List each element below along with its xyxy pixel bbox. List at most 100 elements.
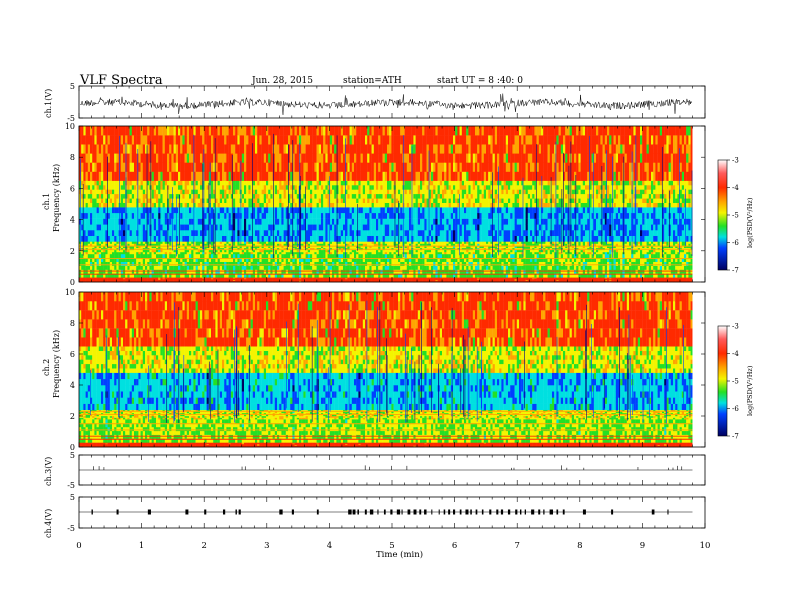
ch1-spectrogram-cell bbox=[305, 278, 308, 280]
ch1-spectrogram-cell bbox=[213, 257, 216, 262]
ch1-spectrogram-cell bbox=[257, 265, 260, 270]
ch1-spectrogram-cell bbox=[343, 162, 346, 172]
ch1-spectrogram-cell bbox=[290, 218, 293, 225]
ch1-spectrogram-cell bbox=[263, 249, 267, 253]
ch1-spectrogram-cell bbox=[140, 245, 143, 248]
ch1-spectrogram-cell bbox=[175, 261, 179, 266]
ch1-spectrogram-cell bbox=[347, 273, 350, 278]
ch1-spectrogram-cell bbox=[263, 279, 267, 281]
ch1-spectrogram-cell bbox=[323, 207, 326, 214]
ch1-spectrogram-cell bbox=[131, 261, 135, 266]
ch1-spectrogram-cell bbox=[171, 278, 174, 280]
ch1-spectrogram-cell bbox=[312, 180, 315, 186]
ch1-spectrogram-cell bbox=[365, 171, 368, 181]
ch1-spectrogram-cell bbox=[169, 153, 172, 163]
ch1-spectrogram-cell bbox=[156, 280, 159, 282]
ch1-spectrogram-cell bbox=[283, 202, 286, 208]
ch1-spectrogram-cell bbox=[373, 193, 377, 199]
ch1-spectrogram-cell bbox=[244, 153, 247, 163]
ch1-spectrogram-cell bbox=[142, 224, 146, 231]
ch1-spectrogram-cell bbox=[116, 245, 119, 248]
ch1-spectrogram-cell bbox=[92, 218, 95, 225]
ch1-spectrogram-cell bbox=[303, 257, 306, 262]
ch1-spectrogram-cell bbox=[367, 171, 370, 181]
ch1-waveform-x-ticks bbox=[78, 86, 706, 118]
ch1-spectrogram-cell bbox=[114, 278, 117, 280]
ch1-spectrogram-cell bbox=[340, 189, 344, 195]
ch1-spectrogram-cell bbox=[202, 245, 205, 248]
ch1-spectrogram-cell bbox=[358, 251, 361, 255]
ch1-spectrogram-cell bbox=[301, 153, 304, 163]
ch1-spectrogram-cell bbox=[281, 224, 284, 231]
ch1-spectrogram-cell bbox=[134, 269, 137, 274]
ch1-spectrogram-cell bbox=[167, 277, 170, 279]
ch1-spectrogram-cell bbox=[325, 249, 328, 253]
ch1-spectrogram-cell bbox=[274, 144, 278, 154]
ch1-spectrogram-cell bbox=[338, 218, 341, 225]
ch1-spectrogram-cell bbox=[360, 144, 363, 154]
ch1-spectrogram-cell bbox=[376, 243, 379, 246]
ch1-spectrogram-cell bbox=[272, 207, 275, 214]
ch1-spectrogram-cell bbox=[186, 277, 190, 279]
ch1-spectrogram-cell bbox=[213, 273, 216, 278]
ch1-spectrogram-cell bbox=[175, 257, 179, 262]
ch1-spectrogram-cell bbox=[94, 280, 97, 282]
ch1-spectrogram-cell bbox=[120, 245, 124, 248]
ch1-spectrogram-cell bbox=[103, 235, 106, 242]
ch1-spectrogram-cell bbox=[195, 207, 198, 214]
ch1-spectrogram-cell bbox=[101, 144, 104, 154]
ch1-spectrogram-cell bbox=[87, 135, 91, 145]
ch1-spectrogram-cell bbox=[189, 144, 192, 154]
ch1-spectrogram-cell bbox=[316, 126, 319, 136]
ch1-spectrogram-cell bbox=[283, 162, 286, 172]
ch1-spectrogram-cell bbox=[178, 249, 181, 253]
ch1-spectrogram-cell bbox=[109, 162, 113, 172]
ch1-spectrogram-cell bbox=[321, 212, 324, 219]
ch1-spectrogram-cell bbox=[301, 277, 304, 279]
ch1-spectrogram-cell bbox=[281, 251, 284, 255]
ch1-spectrogram-cell bbox=[90, 265, 93, 270]
ch1-spectrogram-cell bbox=[263, 269, 267, 274]
ch1-spectrogram-cell bbox=[301, 230, 304, 236]
ch1-spectrogram-cell bbox=[367, 230, 370, 236]
ch1-spectrogram-cell bbox=[230, 273, 234, 278]
ch1-spectrogram-cell bbox=[351, 245, 355, 248]
ch1-spectrogram-cell bbox=[316, 243, 319, 246]
ch1-spectrogram-cell bbox=[290, 207, 293, 214]
ch1-spectrogram-cell bbox=[360, 257, 363, 262]
ch1-spectrogram-cell bbox=[257, 249, 260, 253]
ch1-spectrogram-cell bbox=[235, 279, 238, 281]
ch1-spectrogram-cell bbox=[173, 277, 176, 279]
ch1-spectrogram-cell bbox=[197, 278, 201, 280]
ch1-spectrogram-cell bbox=[257, 224, 260, 231]
ch1-spectrogram-cell bbox=[123, 279, 126, 281]
ch1-spectrogram-cell bbox=[79, 241, 82, 244]
ch1-spectrogram-cell bbox=[305, 265, 308, 270]
ch1-spectrogram-cell bbox=[123, 153, 126, 163]
ch1-spectrogram-cell bbox=[105, 180, 108, 186]
ch1-spectrogram-cell bbox=[173, 189, 176, 195]
ch1-spectrogram-cell bbox=[259, 278, 262, 280]
ch1-spectrogram-cell bbox=[169, 126, 172, 136]
ch1-spectrogram-cell bbox=[101, 245, 104, 248]
ch1-spectrogram-cell bbox=[239, 135, 242, 145]
ch1-spectrogram-cell bbox=[288, 144, 291, 154]
ch1-spectrogram-cell bbox=[314, 278, 317, 280]
ch1-spectrogram-cell bbox=[235, 193, 238, 199]
ch1-spectrogram-cell bbox=[292, 126, 295, 136]
ch1-spectrogram-cell bbox=[197, 153, 201, 163]
ch1-spectrogram-cell bbox=[156, 257, 159, 262]
ch1-spectrogram-cell bbox=[349, 218, 352, 225]
ch1-spectrogram-cell bbox=[329, 224, 333, 231]
ch1-spectrogram-cell bbox=[79, 230, 82, 236]
ch1-spectrogram-cell bbox=[290, 245, 293, 248]
ch1-spectrogram-cell bbox=[136, 189, 139, 195]
ch1-spectrogram-cell bbox=[79, 162, 82, 172]
ch1-spectrogram-cell bbox=[123, 253, 126, 259]
ch1-spectrogram-cell bbox=[186, 153, 190, 163]
ch1-spectrogram-cell bbox=[200, 261, 203, 266]
ch1-spectrogram-cell bbox=[228, 218, 231, 225]
ch1-spectrogram-cell bbox=[107, 171, 110, 181]
ch1-spectrogram-cell bbox=[189, 193, 192, 199]
ch1-spectrogram-cell bbox=[316, 171, 319, 181]
